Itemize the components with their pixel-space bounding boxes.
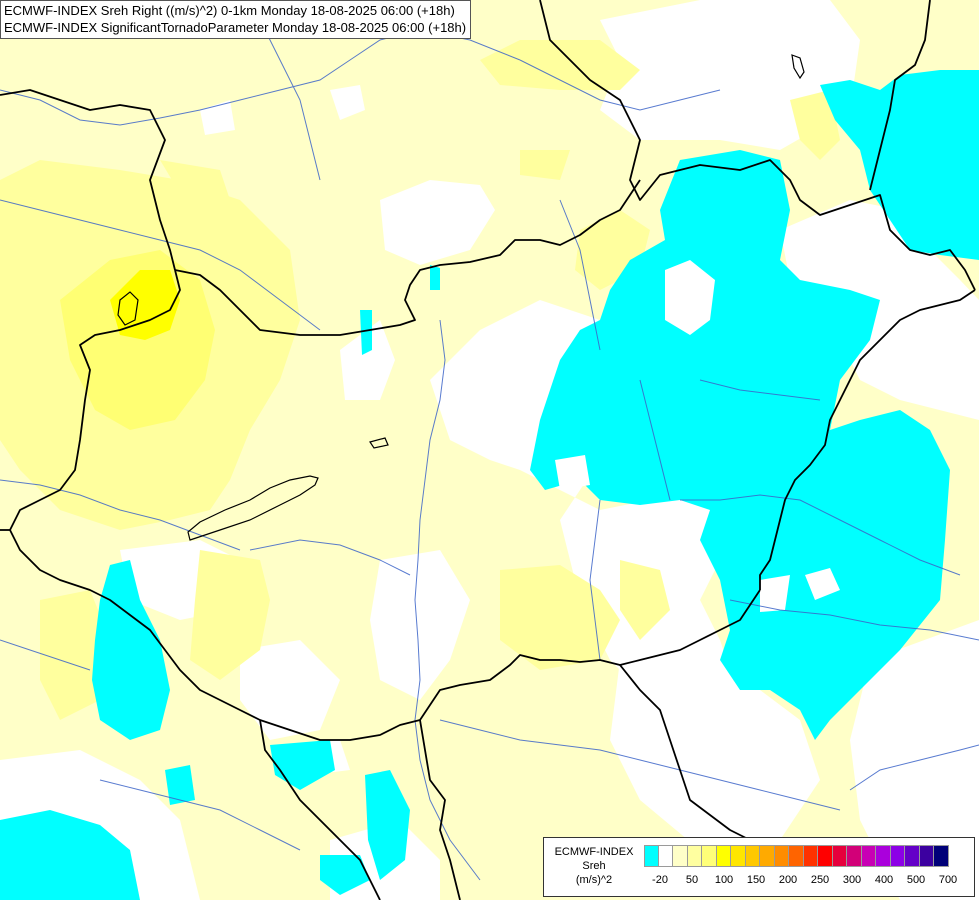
legend-swatch (905, 845, 920, 867)
sreh-150-areas (110, 270, 180, 340)
legend-tick-label: -20 (652, 874, 668, 886)
legend-swatch (644, 845, 659, 867)
color-legend: ECMWF-INDEX Sreh (m/s)^2 -20 50 100 150 200 2… (543, 837, 975, 897)
legend-swatch (919, 845, 934, 867)
legend-field: Sreh (582, 860, 606, 872)
title-line-stp: ECMWF-INDEX SignificantTornadoParameter … (4, 20, 467, 35)
legend-swatch (716, 845, 731, 867)
legend-swatch (658, 845, 673, 867)
legend-model: ECMWF-INDEX (554, 846, 634, 858)
legend-tick-label: 250 (810, 874, 830, 886)
legend-swatch (702, 845, 717, 867)
legend-swatches (644, 845, 949, 867)
legend-tick-label: 500 (906, 874, 926, 886)
legend-ticks: -20 50 100 150 200 250 300 400 500 700 (644, 874, 964, 890)
legend-swatch (803, 845, 818, 867)
sreh-holes (555, 260, 840, 612)
legend-unit: (m/s)^2 (575, 874, 613, 886)
map-title-box: ECMWF-INDEX Sreh Right ((m/s)^2) 0-1km M… (0, 0, 472, 39)
legend-tick-label: 150 (746, 874, 766, 886)
legend-swatch (832, 845, 847, 867)
title-line-sreh: ECMWF-INDEX Sreh Right ((m/s)^2) 0-1km M… (4, 3, 455, 18)
legend-tick-label: 50 (685, 874, 699, 886)
legend-swatch (789, 845, 804, 867)
legend-tick-label: 200 (778, 874, 798, 886)
legend-tick-label: 700 (938, 874, 958, 886)
legend-swatch (760, 845, 775, 867)
legend-tick-label: 100 (714, 874, 734, 886)
legend-swatch (774, 845, 789, 867)
legend-swatch (861, 845, 876, 867)
legend-title: ECMWF-INDEX Sreh (m/s)^2 (546, 845, 642, 887)
legend-swatch (673, 845, 688, 867)
legend-swatch (731, 845, 746, 867)
rivers (0, 19, 979, 881)
legend-tick-label: 300 (842, 874, 862, 886)
legend-swatch (847, 845, 862, 867)
legend-swatch (818, 845, 833, 867)
legend-swatch (745, 845, 760, 867)
lakes (117, 54, 805, 541)
legend-swatch (876, 845, 891, 867)
legend-tick-label: 400 (874, 874, 894, 886)
legend-swatch (687, 845, 702, 867)
legend-swatch (890, 845, 905, 867)
sreh-negative-areas (0, 70, 979, 900)
legend-swatch (934, 845, 949, 867)
